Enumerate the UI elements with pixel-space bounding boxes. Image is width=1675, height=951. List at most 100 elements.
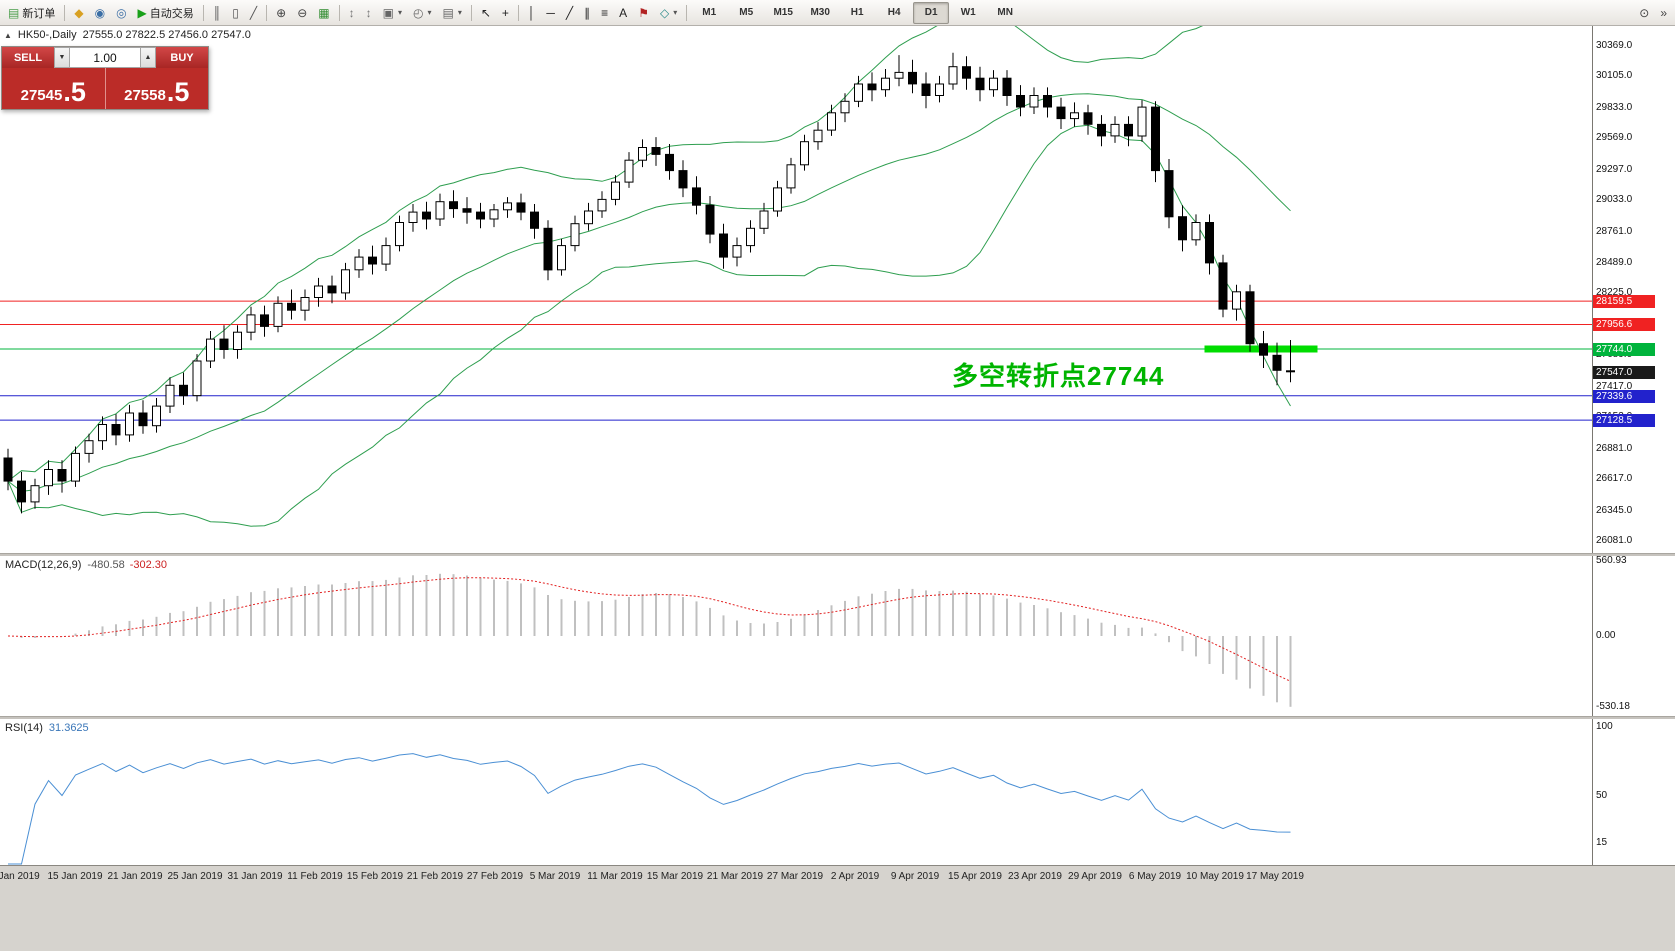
- macd-value: -480.58: [87, 559, 125, 571]
- vertical-line-button[interactable]: │: [523, 2, 541, 24]
- buy-price-frac: .5: [166, 77, 190, 108]
- panel-splitter[interactable]: [0, 553, 1675, 556]
- zoom-in-button[interactable]: ⊕: [271, 2, 291, 24]
- macd-name: MACD(12,26,9): [5, 559, 82, 571]
- macd-plot: [7, 573, 1292, 707]
- vertical-line-icon: │: [527, 5, 536, 20]
- price-axis-label: 29833.0: [1596, 102, 1633, 113]
- shapes-button[interactable]: ◇ ▾: [655, 2, 682, 24]
- price-axis-label: 26881.0: [1596, 443, 1633, 454]
- rsi-axis-label: 50: [1596, 790, 1608, 801]
- price-tag: 27128.5: [1593, 414, 1655, 427]
- collapse-arrow-icon[interactable]: ▲: [4, 30, 12, 40]
- toolbar-separator: [470, 4, 472, 21]
- timeframe-m1-button[interactable]: M1: [691, 2, 727, 24]
- price-axis: 30369.0 30105.0 29833.0 29569.0 29297.0 29033…: [1592, 26, 1675, 553]
- autotrade-button[interactable]: ▶ 自动交易: [133, 2, 199, 24]
- date-label: 9 Jan 2019: [0, 871, 40, 882]
- timeframe-mn-button[interactable]: MN: [987, 2, 1023, 24]
- period-menu-button[interactable]: ◴ ▾: [408, 2, 437, 24]
- tile-windows-icon: ↕: [365, 5, 372, 20]
- chart-header: ▲ HK50-,Daily 27555.0 27822.5 27456.0 27…: [4, 29, 251, 41]
- expand-toolbar-button[interactable]: »: [1655, 2, 1672, 24]
- bar-chart-button[interactable]: ║: [208, 2, 227, 24]
- community-icon: ◎: [116, 5, 127, 20]
- new-chart-button[interactable]: ▤ ▾: [437, 2, 466, 24]
- date-label: 27 Feb 2019: [466, 871, 524, 882]
- candlestick-chart[interactable]: [0, 26, 1592, 553]
- buy-price-main: 27558: [124, 86, 166, 104]
- timeframe-h1-button[interactable]: H1: [839, 2, 875, 24]
- fibonacci-button[interactable]: ≡: [596, 2, 613, 24]
- timeframe-h4-button-label: H4: [887, 7, 901, 18]
- date-label: 21 Jan 2019: [107, 871, 163, 882]
- price-axis-label: 30105.0: [1596, 70, 1633, 81]
- timeframe-m30-button[interactable]: M30: [802, 2, 838, 24]
- sell-button[interactable]: SELL: [2, 47, 54, 68]
- toolbar-separator: [686, 4, 688, 21]
- cursor-button[interactable]: ↖: [476, 2, 496, 24]
- timeframe-w1-button[interactable]: W1: [950, 2, 986, 24]
- rsi-panel[interactable]: 100 50 15 RSI(14) 31.3625: [0, 719, 1675, 865]
- new-order-button[interactable]: ▤ 新订单: [3, 2, 60, 24]
- price-axis-label: 30369.0: [1596, 40, 1633, 51]
- channel-icon: ∥: [584, 5, 591, 20]
- horizontal-line-button[interactable]: ─: [541, 2, 560, 24]
- toolbar-separator: [338, 4, 340, 21]
- macd-axis-label: 0.00: [1596, 630, 1616, 641]
- trendline-icon: ╱: [565, 5, 574, 20]
- tile-windows-button[interactable]: ↕: [361, 2, 377, 24]
- channel-button[interactable]: ∥: [579, 2, 595, 24]
- volume-up-button[interactable]: ▲: [140, 47, 156, 68]
- toolbar-separator: [266, 4, 268, 21]
- charts-profile-button[interactable]: ◆: [69, 2, 88, 24]
- timeframe-d1-button[interactable]: D1: [913, 1, 950, 24]
- volume-input[interactable]: [70, 47, 140, 68]
- timeframe-h4-button[interactable]: H4: [876, 2, 912, 24]
- timeframe-w1-button-label: W1: [960, 7, 976, 18]
- crosshair-button[interactable]: +: [497, 2, 514, 24]
- dropdown-caret-icon: ▾: [427, 8, 432, 17]
- panel-splitter[interactable]: [0, 716, 1675, 719]
- rsi-axis: 100 50 15: [1592, 719, 1675, 865]
- label-icon: ⚑: [638, 5, 649, 20]
- volume-down-button[interactable]: ▼: [54, 47, 70, 68]
- date-label: 10 May 2019: [1186, 871, 1244, 882]
- autotrade-button-label: 自动交易: [149, 7, 194, 20]
- candle-chart-button[interactable]: ▯: [227, 2, 244, 24]
- timeframe-m5-button[interactable]: M5: [728, 2, 764, 24]
- chart-title: HK50-,Daily: [17, 29, 77, 41]
- label-button[interactable]: ⚑: [633, 2, 654, 24]
- line-chart-button[interactable]: ╱: [245, 2, 262, 24]
- main-chart-panel[interactable]: 30369.0 30105.0 29833.0 29569.0 29297.0 29033…: [0, 26, 1675, 553]
- line-chart-icon: ╱: [249, 5, 258, 20]
- new-order-button-label: 新订单: [22, 7, 56, 20]
- accounts-button[interactable]: ◉: [90, 2, 110, 24]
- community-button[interactable]: ◎: [111, 2, 131, 24]
- auto-arrange-button[interactable]: ↕: [344, 2, 360, 24]
- date-label: 15 Jan 2019: [47, 871, 103, 882]
- timeframe-mn-button-label: MN: [997, 7, 1013, 18]
- new-chart-icon: ▤: [442, 5, 454, 20]
- indicators-icon: ▦: [318, 5, 330, 20]
- search-button[interactable]: ⊙: [1634, 2, 1654, 24]
- date-label: 25 Jan 2019: [167, 871, 223, 882]
- buy-button[interactable]: BUY: [156, 47, 208, 68]
- sell-price-main: 27545: [20, 86, 63, 104]
- sell-price-button[interactable]: 27545.5: [2, 68, 105, 109]
- chart-ohlc-values: 27555.0 27822.5 27456.0 27547.0: [82, 29, 251, 41]
- zoom-in-icon: ⊕: [276, 5, 287, 20]
- price-axis-label: 26345.0: [1596, 505, 1633, 516]
- zoom-out-button[interactable]: ⊖: [292, 2, 312, 24]
- timeframe-m15-button-label: M15: [773, 7, 793, 18]
- trendline-button[interactable]: ╱: [561, 2, 578, 24]
- cascade-windows-button[interactable]: ▣ ▾: [378, 2, 407, 24]
- toolbar-separator: [202, 4, 204, 21]
- macd-axis-label: 560.93: [1596, 556, 1627, 566]
- timeframe-m15-button[interactable]: M15: [765, 2, 801, 24]
- macd-panel[interactable]: 560.93 0.00 -530.18 MACD(12,26,9) -480.58 -3…: [0, 556, 1675, 716]
- text-button[interactable]: A: [614, 2, 632, 24]
- buy-price-button[interactable]: 27558.5: [104, 68, 208, 109]
- indicators-button[interactable]: ▦: [313, 2, 334, 24]
- date-label: 31 Jan 2019: [227, 871, 283, 882]
